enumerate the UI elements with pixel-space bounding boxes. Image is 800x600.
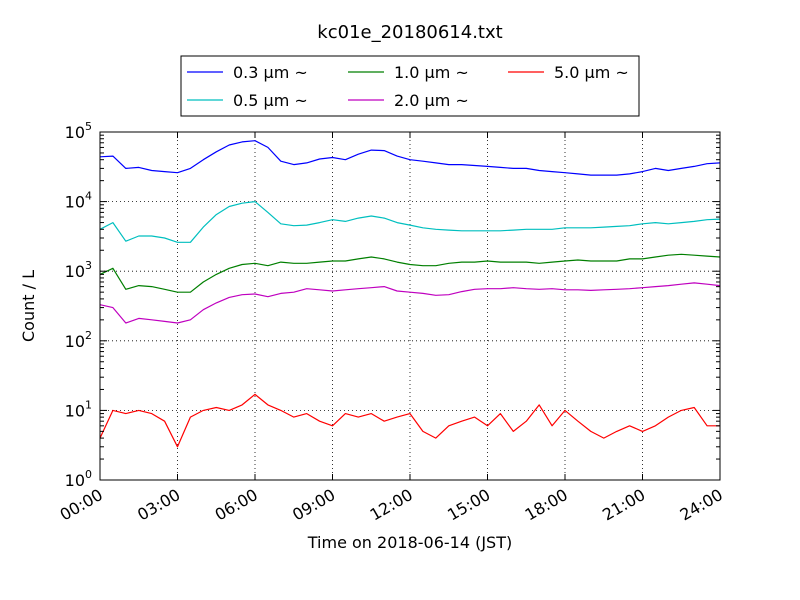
legend-box [180, 55, 640, 117]
legend-label-4: 5.0 μm ~ [554, 63, 629, 82]
series-line-3 [99, 282, 721, 324]
legend-label-0: 0.3 μm ~ [233, 63, 308, 82]
legend-label-2: 1.0 μm ~ [394, 63, 469, 82]
series-line-1 [99, 201, 721, 243]
series-line-2 [99, 253, 721, 293]
y-axis-tick-labels: 100 101 102 103 104 105 [65, 120, 92, 490]
y-tick-label: 105 [65, 120, 92, 142]
y-tick-label: 101 [65, 398, 92, 420]
series-line-0 [99, 140, 721, 176]
ticks [99, 131, 721, 481]
legend-items: 0.3 μm ~ 0.5 μm ~ 1.0 μm ~ 2.0 μm ~ 5.0 μm ~ [187, 63, 629, 110]
y-tick-label: 103 [65, 259, 92, 281]
legend-label-1: 0.5 μm ~ [233, 91, 308, 110]
series-line-4 [99, 393, 720, 448]
grid [100, 132, 720, 480]
legend-label-3: 2.0 μm ~ [394, 91, 469, 110]
y-tick-label: 100 [65, 468, 92, 490]
chart-title: kc01e_20180614.txt [317, 22, 502, 43]
series-lines [99, 140, 721, 448]
y-tick-label: 102 [65, 329, 92, 351]
y-tick-label: 104 [65, 190, 92, 212]
y-axis-label: Count / L [19, 270, 38, 342]
plot-area [99, 131, 721, 481]
legend: 0.3 μm ~ 0.5 μm ~ 1.0 μm ~ 2.0 μm ~ 5.0 μm ~ [180, 55, 640, 117]
x-axis-label: Time on 2018-06-14 (JST) [307, 533, 512, 552]
